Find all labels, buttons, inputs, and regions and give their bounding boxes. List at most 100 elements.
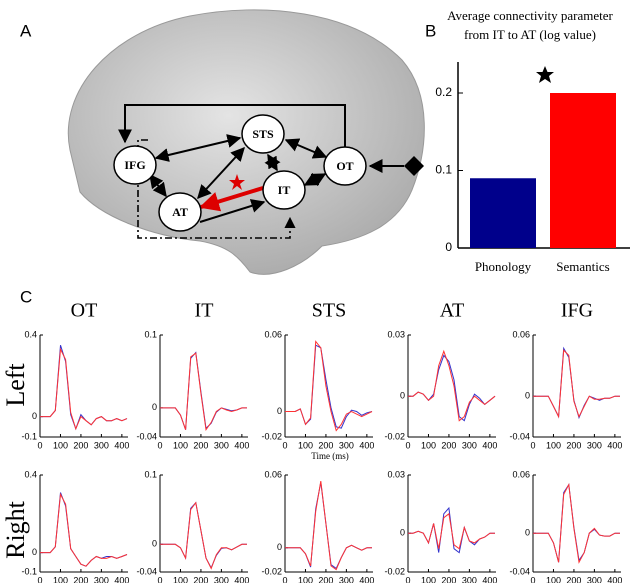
x-tick-label: 0 — [157, 440, 162, 450]
x-tick-label: 100 — [173, 575, 188, 583]
x-tick-label: 200 — [318, 440, 333, 450]
node-label: IFG — [124, 158, 145, 172]
x-tick-label: 400 — [234, 575, 249, 583]
x-tick-label: 400 — [482, 440, 497, 450]
waveform — [40, 492, 128, 567]
waveform — [533, 349, 620, 419]
bar — [550, 93, 616, 248]
x-tick-label: 400 — [114, 575, 129, 583]
y-tick-label: 0.4 — [24, 469, 37, 479]
x-tick-label: 100 — [53, 440, 68, 450]
connections — [118, 104, 404, 239]
significance-star — [229, 174, 245, 190]
x-tick-label: 300 — [339, 440, 354, 450]
x-tick-label: 0 — [282, 440, 287, 450]
y-tick-label: 0 — [400, 528, 405, 538]
x-tick-label: 0 — [530, 575, 535, 583]
waveform — [408, 512, 495, 550]
y-tick-label: -0.02 — [261, 566, 282, 576]
y-tick-label: -0.04 — [509, 566, 530, 576]
input-diamond — [404, 156, 424, 176]
x-tick-label: 400 — [607, 575, 622, 583]
x-tick-label: 300 — [94, 440, 109, 450]
chart-title: AT — [440, 300, 464, 322]
y-tick-label: 0 — [277, 406, 282, 416]
y-tick-label: 0.06 — [264, 329, 282, 339]
waveform — [40, 345, 128, 431]
x-tick-label: Phonology — [475, 259, 532, 274]
x-tick-label: 200 — [441, 575, 456, 583]
y-tick-label: -0.02 — [384, 566, 405, 576]
x-tick-label: 200 — [193, 440, 208, 450]
x-tick-label: 100 — [53, 575, 68, 583]
y-tick-label: -0.04 — [136, 566, 157, 576]
x-tick-label: 400 — [114, 440, 129, 450]
x-tick-label: 400 — [359, 575, 374, 583]
waveform — [160, 351, 247, 430]
panel-label: B — [425, 21, 436, 40]
x-axis-label: Time (ms) — [311, 451, 348, 461]
chart-title: OT — [71, 300, 98, 322]
waveform — [40, 347, 128, 431]
x-tick-label: 300 — [462, 440, 477, 450]
x-tick-label: 0 — [405, 575, 410, 583]
bar — [470, 178, 536, 248]
x-tick-label: 200 — [441, 440, 456, 450]
x-tick-label: 300 — [339, 575, 354, 583]
y-tick-label: 0 — [525, 391, 530, 401]
x-tick-label: 100 — [173, 440, 188, 450]
y-tick-label: 0.4 — [24, 329, 37, 339]
x-tick-label: 100 — [298, 575, 313, 583]
node-label: IT — [278, 183, 291, 197]
waveform — [408, 354, 496, 422]
node-label: STS — [252, 127, 274, 141]
y-tick-label: -0.04 — [509, 431, 530, 441]
x-tick-label: 0 — [37, 575, 42, 583]
y-tick-label: -0.02 — [261, 431, 282, 441]
node — [158, 192, 202, 232]
x-tick-label: 200 — [318, 575, 333, 583]
waveform — [160, 501, 247, 570]
x-tick-label: 300 — [462, 575, 477, 583]
x-tick-label: 0 — [37, 440, 42, 450]
waveform — [285, 481, 372, 571]
x-tick-label: 0 — [530, 440, 535, 450]
node — [262, 170, 306, 210]
y-tick-label: 0.1 — [144, 329, 157, 339]
y-tick-label: 0 — [32, 547, 37, 557]
x-tick-label: 100 — [546, 575, 561, 583]
y-tick-label: 0 — [152, 539, 157, 549]
y-tick-label: -0.1 — [21, 431, 37, 441]
y-tick-label: 0 — [445, 240, 452, 254]
y-tick-label: 0 — [400, 391, 405, 401]
node-label: OT — [336, 159, 353, 173]
y-tick-label: -0.04 — [136, 431, 157, 441]
y-tick-label: 0 — [152, 402, 157, 412]
x-tick-label: 0 — [157, 575, 162, 583]
x-tick-label: 200 — [566, 575, 581, 583]
node — [323, 146, 367, 186]
waveform — [285, 482, 372, 570]
row-label: Left — [1, 363, 30, 407]
y-tick-label: 0 — [525, 528, 530, 538]
row-label: Right — [1, 500, 30, 559]
y-tick-label: 0 — [32, 411, 37, 421]
node-label: AT — [172, 205, 188, 219]
waveform — [533, 483, 620, 563]
y-tick-label: 0.03 — [387, 329, 405, 339]
panel-label: C — [20, 287, 32, 306]
waveform — [408, 349, 496, 422]
waveform — [533, 346, 620, 420]
chart-title: IFG — [561, 300, 593, 322]
y-tick-label: -0.1 — [21, 566, 37, 576]
x-tick-label: 200 — [193, 575, 208, 583]
x-tick-label: 300 — [214, 575, 229, 583]
chart-title: Average connectivity parameter — [447, 8, 613, 23]
y-tick-label: 0.1 — [435, 163, 452, 177]
x-tick-label: 0 — [405, 440, 410, 450]
node — [241, 114, 285, 154]
waveform — [285, 340, 373, 432]
y-tick-label: 0.06 — [512, 329, 530, 339]
x-tick-label: 100 — [421, 440, 436, 450]
